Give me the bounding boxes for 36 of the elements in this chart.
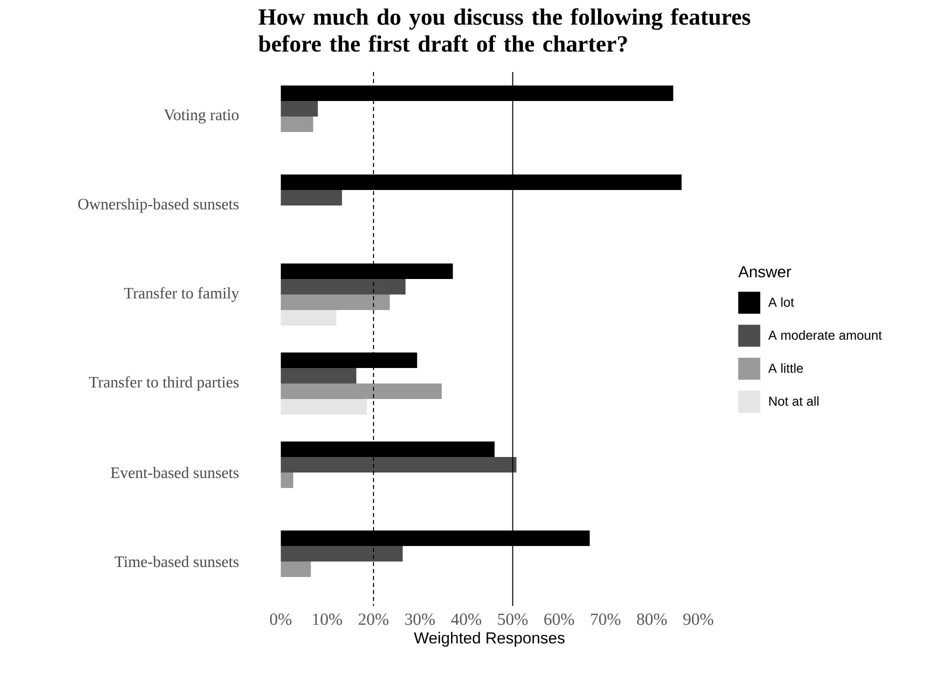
y-tick-label: Ownership-based sunsets	[78, 198, 239, 213]
x-tick-label: 90%	[683, 614, 714, 626]
bar	[280, 384, 442, 400]
y-tick-label: Transfer to third parties	[89, 376, 239, 391]
x-tick-label: 20%	[358, 614, 388, 626]
x-tick-label: 50%	[498, 614, 528, 626]
y-tick-label: Transfer to family	[124, 287, 240, 302]
legend-label: Not at all	[769, 396, 818, 406]
bar	[280, 546, 403, 562]
x-tick-label: 70%	[591, 614, 620, 626]
x-axis-title: Weighted Responses	[414, 632, 564, 647]
x-tick-label: 80%	[637, 614, 667, 626]
y-tick-label: Voting ratio	[164, 110, 239, 124]
bar	[280, 190, 342, 206]
bar	[280, 399, 368, 415]
bar	[280, 457, 516, 473]
bar	[280, 472, 294, 488]
bar	[280, 116, 314, 132]
bar	[280, 368, 356, 384]
bar	[280, 279, 406, 295]
bar	[280, 294, 390, 310]
bar	[280, 101, 318, 117]
y-tick-label: Time-based sunsets	[114, 556, 239, 568]
x-tick-label: 30%	[405, 614, 435, 626]
y-tick-label: Event-based sunsets	[110, 466, 239, 478]
legend-title: Answer	[738, 266, 792, 278]
x-tick-label: 0%	[270, 614, 292, 626]
chart-title: How much do you discuss the following features before the first draft of the charter?	[258, 8, 750, 52]
x-tick-label: 40%	[451, 614, 482, 626]
legend-label: A little	[768, 363, 803, 373]
bar	[280, 310, 336, 326]
bar	[280, 562, 311, 578]
x-tick-label: 10%	[313, 614, 342, 626]
x-tick-label: 60%	[544, 614, 574, 626]
legend-label: A lot	[768, 297, 794, 307]
legend-label: A moderate amount	[768, 330, 882, 340]
